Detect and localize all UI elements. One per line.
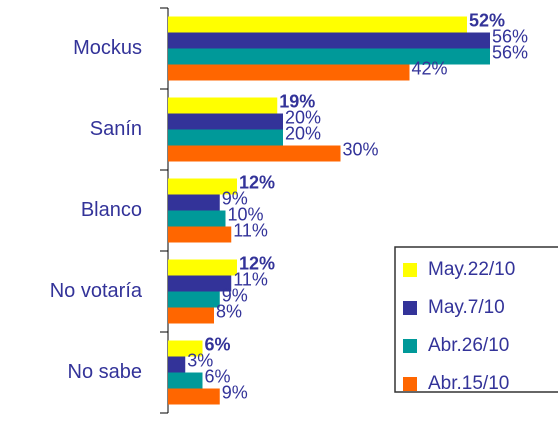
value-label: 12% <box>239 253 275 273</box>
legend-swatch <box>403 377 417 391</box>
value-label: 56% <box>492 26 528 46</box>
value-label: 20% <box>285 123 321 143</box>
value-label: 9% <box>222 382 248 402</box>
value-label: 30% <box>343 139 379 159</box>
legend-label: May.22/10 <box>428 259 515 280</box>
bar <box>168 129 283 146</box>
category-label: No sabe <box>68 361 143 383</box>
value-label: 20% <box>285 107 321 127</box>
bar <box>168 372 203 389</box>
bar <box>168 16 467 33</box>
bar <box>168 64 410 81</box>
bar <box>168 48 490 65</box>
legend-label: May.7/10 <box>428 297 505 318</box>
bar <box>168 97 278 114</box>
bar <box>168 145 341 162</box>
bar <box>168 32 490 49</box>
value-label: 19% <box>279 91 315 111</box>
bar <box>168 113 283 130</box>
legend-label: Abr.15/10 <box>428 373 509 394</box>
category-label: Blanco <box>81 199 142 221</box>
category-label: No votaría <box>50 280 143 302</box>
value-label: 12% <box>239 172 275 192</box>
category-label: Sanín <box>90 118 142 140</box>
value-label: 3% <box>187 350 213 370</box>
legend-swatch <box>403 301 417 315</box>
value-label: 42% <box>412 58 448 78</box>
bar <box>168 340 203 357</box>
category-label: Mockus <box>73 37 142 59</box>
bar <box>168 178 237 195</box>
legend-label: Abr.26/10 <box>428 335 509 356</box>
bar <box>168 194 220 211</box>
legend-swatch <box>403 339 417 353</box>
bar <box>168 356 186 373</box>
value-label: 9% <box>222 285 248 305</box>
value-label: 11% <box>233 269 268 289</box>
bar <box>168 275 232 292</box>
value-label: 52% <box>469 10 505 30</box>
bar <box>168 210 226 227</box>
bar <box>168 259 237 276</box>
value-label: 11% <box>233 220 268 240</box>
value-label: 56% <box>492 42 528 62</box>
bar <box>168 388 220 405</box>
value-label: 6% <box>205 334 231 354</box>
bar <box>168 291 220 308</box>
legend-box <box>394 246 558 393</box>
value-label: 6% <box>205 366 231 386</box>
value-label: 8% <box>216 301 242 321</box>
legend-swatch <box>403 263 417 277</box>
value-label: 9% <box>222 188 248 208</box>
bar <box>168 307 214 324</box>
value-label: 10% <box>228 204 264 224</box>
bar <box>168 226 232 243</box>
